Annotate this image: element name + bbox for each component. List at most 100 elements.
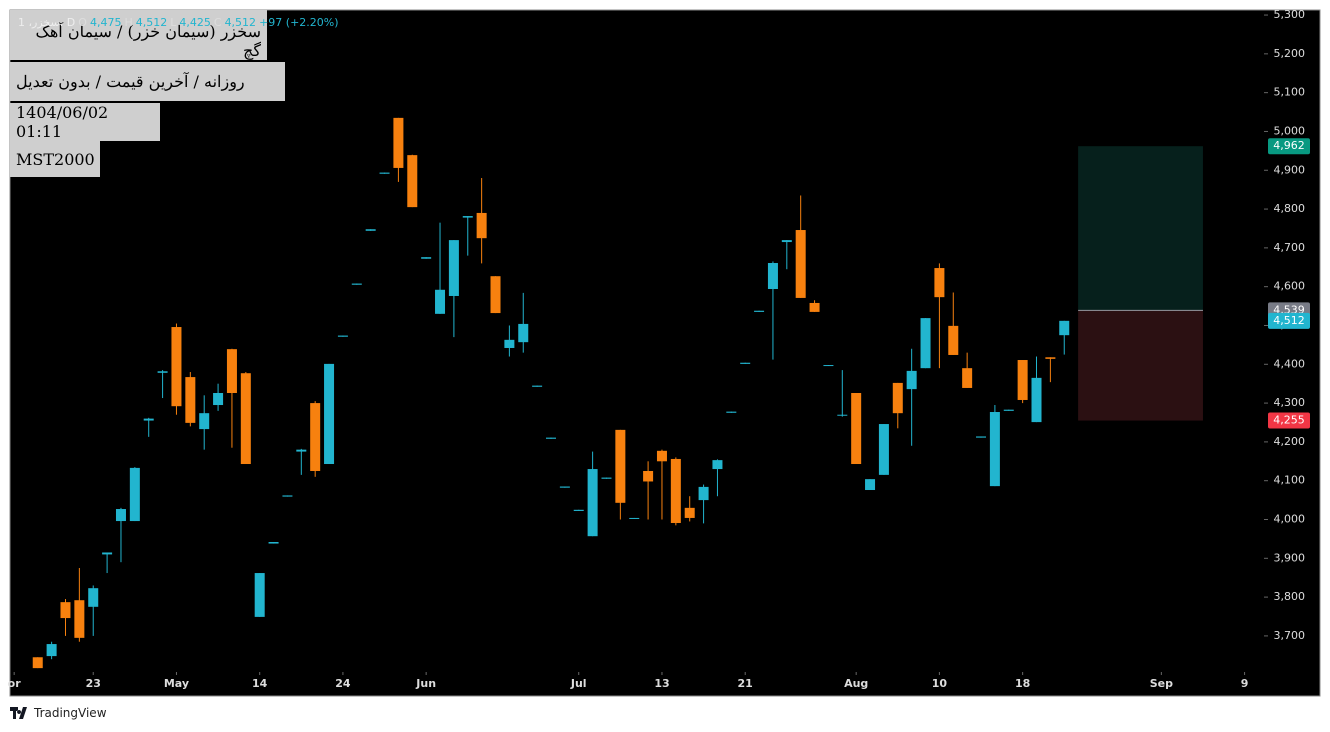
candle-body — [254, 573, 265, 617]
candle-body — [809, 302, 820, 312]
candle-body — [102, 552, 113, 555]
candle-body — [296, 449, 307, 452]
candle-body — [1017, 360, 1028, 400]
ohlc-value: 4,425 — [179, 16, 211, 29]
candle-body — [906, 370, 917, 390]
candle-body — [115, 509, 126, 522]
y-tick-label: 4,000 — [1274, 512, 1306, 525]
candle-body — [545, 437, 556, 439]
candle-body — [698, 486, 709, 501]
target-tag — [1268, 138, 1310, 155]
candle-body — [643, 470, 654, 482]
candle-body — [46, 644, 57, 657]
candle-body — [504, 339, 515, 348]
x-tick-label: or — [8, 677, 22, 690]
x-tick-label: 14 — [252, 677, 268, 690]
brand-name: TradingView — [34, 706, 107, 720]
x-tick-label: Aug — [844, 677, 868, 690]
ohlc-value: 4,512 — [224, 16, 257, 29]
candle-body — [476, 212, 487, 239]
candle-body — [129, 467, 140, 522]
candle-body — [587, 469, 598, 537]
candle-body — [490, 276, 501, 314]
y-tick-label: 4,600 — [1274, 280, 1306, 293]
candle-body — [268, 542, 279, 544]
candle-body — [32, 657, 43, 669]
y-tick-label: 5,100 — [1274, 86, 1306, 99]
ohlc-header: سخزر، 1، D O 4,475 H 4,512 L 4,425 C 4,512 +97 (+… — [18, 16, 342, 29]
change: +97 (+2.20%) — [259, 16, 339, 29]
x-tick-label: 9 — [1241, 677, 1249, 690]
candle-body — [892, 382, 903, 414]
candle-body — [1045, 357, 1056, 359]
ohlc-value: 4,512 — [135, 16, 168, 29]
candle-body — [601, 477, 612, 479]
candle-body — [199, 413, 210, 430]
y-tick-label: 5,200 — [1274, 47, 1306, 60]
y-tick-label: 4,900 — [1274, 163, 1306, 176]
candle-body — [878, 424, 889, 475]
candle-body — [365, 229, 376, 231]
candle-body — [615, 429, 626, 503]
candle-body — [532, 385, 543, 387]
candle-body — [435, 289, 446, 314]
x-tick-label: 13 — [654, 677, 669, 690]
candle-body — [837, 414, 848, 416]
candle-body — [740, 362, 751, 364]
y-tick-label: 3,900 — [1274, 551, 1306, 564]
candle-body — [976, 436, 987, 438]
candle-body — [670, 458, 681, 523]
y-tick-label: 4,800 — [1274, 202, 1306, 215]
loss-zone — [1078, 310, 1203, 421]
ohlc-key: C — [213, 16, 222, 29]
candle-body — [310, 403, 321, 471]
candle-body — [962, 368, 973, 388]
candle-body — [88, 588, 99, 607]
candle-body — [684, 507, 695, 518]
candle-body — [157, 371, 168, 373]
candle-body — [559, 486, 570, 488]
candle-body — [324, 363, 335, 465]
candle-body — [213, 392, 224, 406]
x-tick-label: 23 — [86, 677, 101, 690]
candle-body — [393, 117, 404, 168]
stop-tag — [1268, 412, 1310, 429]
candle-body — [462, 216, 473, 218]
y-tick-label: 5,300 — [1274, 8, 1306, 21]
candle-body — [989, 412, 1000, 487]
x-tick-label: Jun — [415, 677, 436, 690]
candle-body — [407, 155, 418, 208]
x-tick-label: 24 — [335, 677, 351, 690]
target-tag-label: 4,962 — [1273, 139, 1305, 152]
candle-body — [629, 517, 640, 519]
info-index: MST2000 — [10, 141, 100, 177]
candle-body — [185, 377, 196, 423]
candle-body — [795, 230, 806, 298]
candle-body — [754, 310, 765, 312]
ohlc-value: 4,475 — [89, 16, 122, 29]
candle-body — [1003, 409, 1014, 411]
ohlc-key: O — [78, 16, 87, 29]
profit-zone — [1078, 146, 1203, 311]
x-tick-label: 18 — [1015, 677, 1030, 690]
x-tick-label: Jul — [570, 677, 587, 690]
last-price-tag-label: 4,512 — [1273, 314, 1305, 327]
y-tick-label: 4,300 — [1274, 396, 1306, 409]
x-tick-label: 21 — [738, 677, 753, 690]
y-tick-label: 4,100 — [1274, 474, 1306, 487]
y-tick-label: 3,700 — [1274, 629, 1306, 642]
candle-body — [60, 602, 71, 619]
candle-body — [337, 335, 348, 337]
candle-body — [726, 411, 737, 413]
candle-body — [226, 349, 237, 393]
candle-body — [421, 257, 432, 259]
candle-body — [1031, 377, 1042, 423]
x-tick-label: May — [164, 677, 189, 690]
candle-body — [781, 240, 792, 243]
info-symbol: سخزر (سیمان خزر) / سیمان آهک گچ — [10, 10, 267, 60]
brand: TradingView — [10, 706, 107, 720]
y-tick-label: 4,200 — [1274, 435, 1306, 448]
candle-body — [823, 365, 834, 367]
